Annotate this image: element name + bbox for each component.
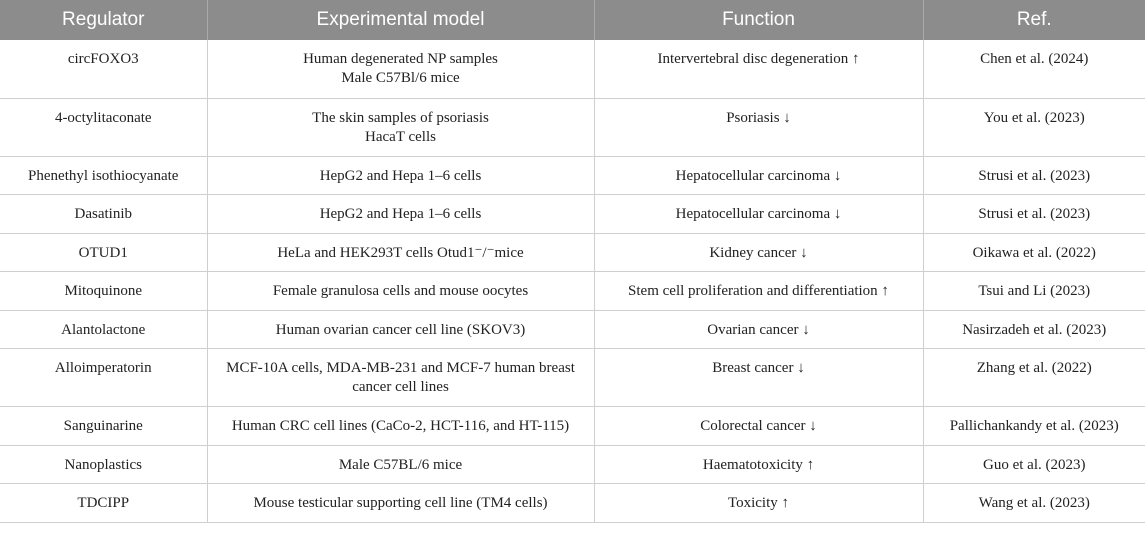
- function-cell: Stem cell proliferation and differentiat…: [593, 271, 923, 311]
- model-cell: Mouse testicular supporting cell line (T…: [206, 483, 594, 523]
- table-header: Regulator Experimental model Function Re…: [0, 0, 1145, 40]
- ref-cell: Oikawa et al. (2022): [922, 233, 1145, 272]
- model-cell: Human degenerated NP samples Male C57Bl/…: [206, 40, 594, 99]
- ref-cell: Guo et al. (2023): [922, 445, 1145, 484]
- regulator-cell: Phenethyl isothiocyanate: [0, 156, 207, 195]
- header-regulator: Regulator: [62, 9, 145, 30]
- model-line: cancer cell lines: [352, 379, 449, 395]
- table-row: Sanguinarine Human CRC cell lines (CaCo-…: [0, 406, 1145, 446]
- ref-cell: Pallichankandy et al. (2023): [922, 406, 1145, 446]
- ref-cell: You et al. (2023): [922, 98, 1145, 157]
- regulator-cell: 4-octylitaconate: [0, 98, 207, 157]
- regulator-table: Regulator Experimental model Function Re…: [0, 0, 1145, 523]
- regulator-cell: OTUD1: [0, 233, 207, 272]
- function-cell: Toxicity ↑: [593, 483, 923, 523]
- regulator-cell: circFOXO3: [0, 40, 207, 99]
- table-row: OTUD1 HeLa and HEK293T cells Otud1⁻/⁻mic…: [0, 233, 1145, 272]
- model-cell: HeLa and HEK293T cells Otud1⁻/⁻mice: [206, 233, 594, 272]
- function-cell: Haematotoxicity ↑: [593, 445, 923, 484]
- regulator-cell: Sanguinarine: [0, 406, 207, 446]
- model-cell: HepG2 and Hepa 1–6 cells: [206, 156, 594, 195]
- function-cell: Hepatocellular carcinoma ↓: [593, 156, 923, 195]
- function-cell: Intervertebral disc degeneration ↑: [593, 40, 923, 99]
- model-line: HacaT cells: [365, 128, 436, 145]
- model-line: Male C57Bl/6 mice: [341, 70, 460, 86]
- ref-cell: Nasirzadeh et al. (2023): [922, 310, 1145, 349]
- table-row: Nanoplastics Male C57BL/6 mice Haematoto…: [0, 445, 1145, 484]
- model-line: The skin samples of psoriasis: [312, 109, 489, 126]
- model-cell: MCF-10A cells, MDA-MB-231 and MCF-7 huma…: [206, 348, 594, 407]
- model-cell: The skin samples of psoriasis HacaT cell…: [206, 98, 594, 157]
- table-row: circFOXO3 Human degenerated NP samples M…: [0, 40, 1145, 99]
- model-cell: Male C57BL/6 mice: [206, 445, 594, 484]
- function-cell: Ovarian cancer ↓: [593, 310, 923, 349]
- regulator-cell: TDCIPP: [0, 483, 207, 523]
- regulator-cell: Mitoquinone: [0, 271, 207, 311]
- table-row: Alantolactone Human ovarian cancer cell …: [0, 310, 1145, 349]
- function-cell: Colorectal cancer ↓: [593, 406, 923, 446]
- model-cell: Female granulosa cells and mouse oocytes: [206, 271, 594, 311]
- header-function: Function: [593, 0, 923, 40]
- ref-cell: Strusi et al. (2023): [922, 194, 1145, 234]
- header-experimental-model: Experimental model: [206, 0, 594, 40]
- model-cell: HepG2 and Hepa 1–6 cells: [206, 194, 594, 234]
- model-cell: Human ovarian cancer cell line (SKOV3): [206, 310, 594, 349]
- ref-cell: Zhang et al. (2022): [922, 348, 1145, 407]
- regulator-cell: Dasatinib: [0, 194, 207, 234]
- function-cell: Psoriasis ↓: [593, 98, 923, 157]
- header-ref: Ref.: [922, 0, 1145, 40]
- model-line: Human degenerated NP samples: [303, 51, 498, 67]
- function-cell: Kidney cancer ↓: [593, 233, 923, 272]
- table-row: Mitoquinone Female granulosa cells and m…: [0, 271, 1145, 311]
- model-cell: Human CRC cell lines (CaCo-2, HCT-116, a…: [206, 406, 594, 446]
- table-row: Phenethyl isothiocyanate HepG2 and Hepa …: [0, 156, 1145, 195]
- table-row: 4-octylitaconate The skin samples of pso…: [0, 98, 1145, 157]
- table-row: Dasatinib HepG2 and Hepa 1–6 cells Hepat…: [0, 194, 1145, 234]
- regulator-cell: Nanoplastics: [0, 445, 207, 484]
- function-cell: Breast cancer ↓: [593, 348, 923, 407]
- ref-cell: Tsui and Li (2023): [922, 271, 1145, 311]
- ref-cell: Chen et al. (2024): [922, 40, 1145, 99]
- regulator-cell: Alantolactone: [0, 310, 207, 349]
- ref-cell: Strusi et al. (2023): [922, 156, 1145, 195]
- header-row: Regulator Experimental model Function Re…: [0, 0, 1145, 40]
- ref-cell: Wang et al. (2023): [922, 483, 1145, 523]
- function-cell: Hepatocellular carcinoma ↓: [593, 194, 923, 234]
- regulator-cell: Alloimperatorin: [0, 348, 207, 407]
- table-row: TDCIPP Mouse testicular supporting cell …: [0, 483, 1145, 523]
- table-body: circFOXO3 Human degenerated NP samples M…: [0, 40, 1145, 523]
- model-line: MCF-10A cells, MDA-MB-231 and MCF-7 huma…: [226, 360, 575, 376]
- table-row: Alloimperatorin MCF-10A cells, MDA-MB-23…: [0, 348, 1145, 407]
